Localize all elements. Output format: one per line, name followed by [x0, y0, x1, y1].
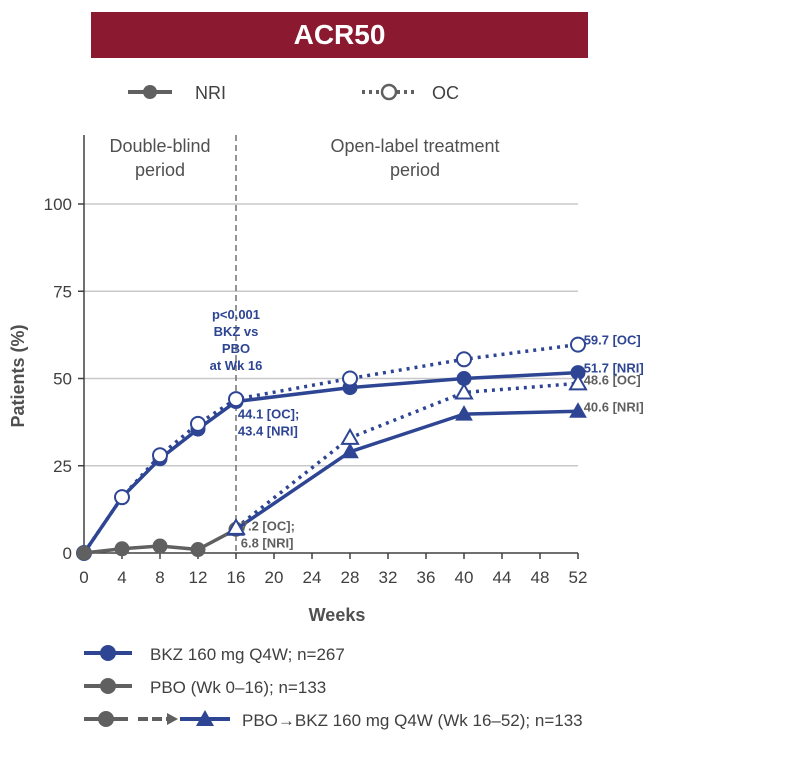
data-point [342, 370, 358, 387]
data-point [569, 402, 587, 418]
x-axis-label: Weeks [309, 605, 366, 625]
y-tick-label: 0 [63, 544, 72, 563]
annotation-text: 48.6 [OC] [584, 372, 641, 387]
y-tick-label: 75 [53, 282, 72, 301]
method-legend: NRI OC [128, 83, 459, 103]
annotations: p<0.001 BKZ vs PBO at Wk 16 44.1 [OC]; 43.4 [… [210, 307, 644, 550]
chart-title: ACR50 [293, 19, 386, 50]
y-tick-label: 50 [53, 370, 72, 389]
oc-legend-marker [380, 83, 398, 101]
nri-legend-marker [143, 85, 157, 99]
x-tick-label: 16 [227, 568, 246, 587]
legend-switch-label: PBO→BKZ 160 mg Q4W (Wk 16–52); n=133 [242, 711, 583, 730]
data-point [114, 541, 130, 557]
x-tick-label: 0 [79, 568, 88, 587]
annotation-text: 7.2 [OC]; [241, 518, 295, 533]
period-open-label-line2: period [390, 160, 440, 180]
data-point [568, 373, 588, 391]
series-4-oc [226, 373, 588, 535]
chart-title-banner: ACR50 [91, 12, 588, 58]
legend-switch-pbo-marker [98, 711, 114, 727]
gridlines [84, 203, 578, 467]
annotation-text: PBO [222, 341, 250, 356]
data-point [455, 405, 473, 421]
oc-legend-label: OC [432, 83, 459, 103]
x-tick-label: 12 [189, 568, 208, 587]
legend-pbo-marker [100, 678, 116, 694]
data-point [228, 391, 244, 408]
series-1-oc [76, 336, 586, 561]
x-tick-label: 32 [379, 568, 398, 587]
data-point [152, 447, 168, 464]
period-open-label-line1: Open-label treatment [330, 136, 499, 156]
data-point [341, 442, 359, 459]
annotation-text: p<0.001 [212, 307, 260, 322]
annotation-text: 40.6 [NRI] [584, 399, 644, 414]
x-tick-label: 24 [303, 568, 322, 587]
y-tick-label: 100 [44, 195, 72, 214]
series-line [82, 370, 579, 554]
x-tick-label: 52 [569, 568, 588, 587]
annotation-text: 6.8 [NRI] [241, 535, 294, 550]
annotation-text: 51.7 [NRI] [584, 361, 644, 376]
annotation-text: BKZ vs [214, 324, 259, 339]
series-line [235, 409, 579, 531]
annotation-text: 44.1 [OC]; [238, 407, 299, 422]
x-tick-label: 44 [493, 568, 512, 587]
period-double-blind-line2: period [135, 160, 185, 180]
data-point [190, 415, 206, 432]
legend-bkz-marker [100, 645, 116, 661]
annotation-text: 59.7 [OC] [584, 333, 641, 348]
period-double-blind-line1: Double-blind [109, 136, 210, 156]
series-line [234, 381, 579, 530]
data-point [190, 542, 206, 558]
y-tick-label: 25 [53, 457, 72, 476]
legend-switch-bkz-marker [196, 710, 214, 726]
x-tick-label: 28 [341, 568, 360, 587]
x-tick-label: 4 [117, 568, 126, 587]
y-axis-label: Patients (%) [8, 324, 28, 427]
annotation-text: at Wk 16 [210, 358, 263, 373]
data-point [340, 427, 360, 445]
x-tick-label: 8 [155, 568, 164, 587]
bottom-legend: BKZ 160 mg Q4W; n=267 PBO (Wk 0–16); n=1… [84, 645, 583, 730]
data-point [570, 336, 586, 353]
nri-legend-label: NRI [195, 83, 226, 103]
x-tick-label: 20 [265, 568, 284, 587]
period-labels: Double-blind period Open-label treatment… [109, 136, 499, 180]
annotation-text: 43.4 [NRI] [238, 424, 298, 439]
data-point [226, 517, 246, 535]
data-point [76, 545, 92, 561]
legend-bkz-label: BKZ 160 mg Q4W; n=267 [150, 645, 345, 664]
legend-pbo-label: PBO (Wk 0–16); n=133 [150, 678, 326, 697]
data-point [456, 351, 472, 368]
x-tick-label: 40 [455, 568, 474, 587]
legend-switch-arrow-head [167, 713, 178, 725]
data-point [114, 489, 130, 506]
x-tick-label: 48 [531, 568, 550, 587]
series-group [76, 336, 588, 561]
data-point [152, 538, 168, 554]
x-tick-label: 36 [417, 568, 436, 587]
data-point [454, 382, 474, 400]
